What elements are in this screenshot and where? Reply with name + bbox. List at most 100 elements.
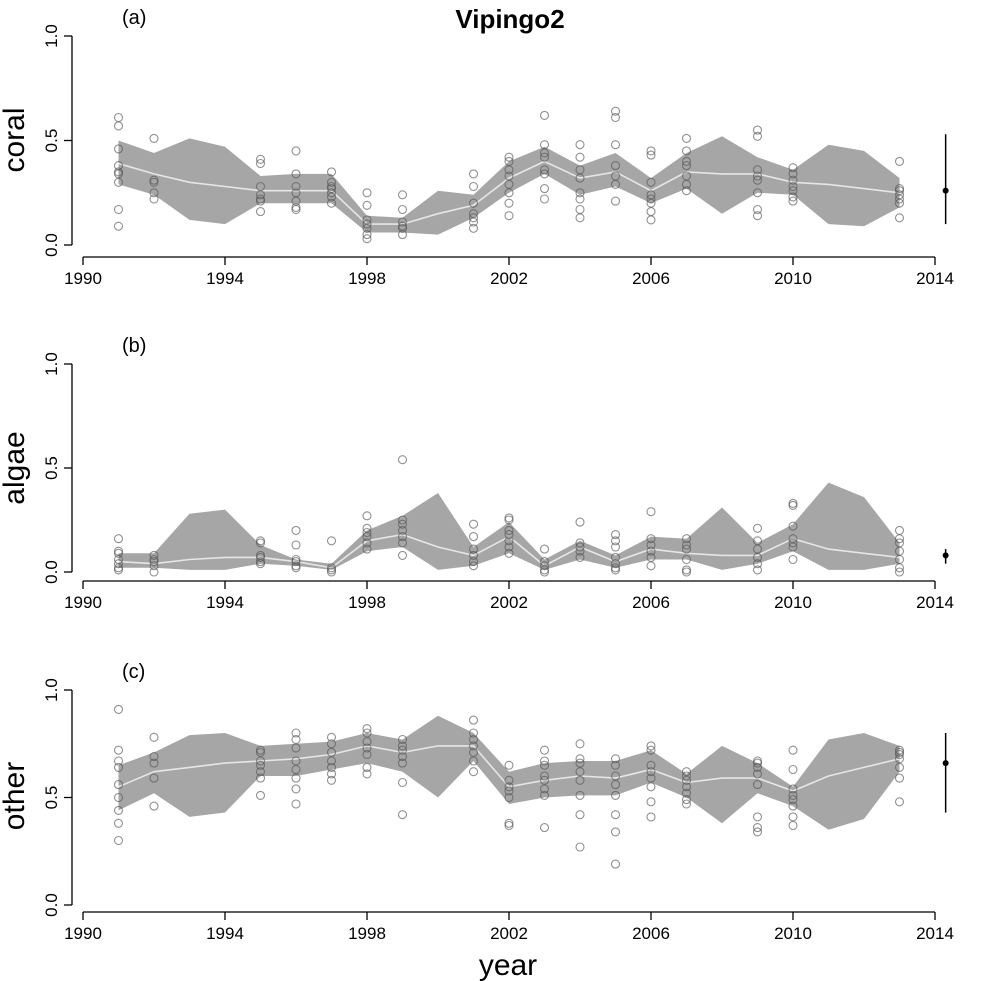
data-point-other-81: [610, 827, 621, 837]
data-point-coral-79: [610, 196, 621, 206]
x-tick-label-algae-2: 1998: [348, 593, 386, 612]
data-point-coral-86: [646, 215, 656, 225]
data-point-algae-61: [575, 542, 585, 552]
data-point-coral-24: [291, 188, 301, 198]
y-axis-label-coral: coral: [0, 107, 31, 172]
data-point-coral-109: [788, 196, 798, 206]
data-point-coral-35: [362, 234, 372, 244]
data-point-other-121: [894, 762, 905, 772]
data-point-coral-121: [894, 184, 905, 194]
data-point-coral-93: [646, 146, 656, 156]
data-point-other-95: [646, 741, 656, 751]
data-point-other-75: [575, 775, 585, 785]
y-tick-label-coral-2: 1.0: [42, 24, 61, 48]
data-point-other-42: [362, 724, 372, 734]
data-point-other-47: [397, 745, 408, 755]
data-point-other-54: [468, 734, 479, 745]
summary-point-other: [942, 760, 949, 767]
data-point-other-82: [610, 810, 621, 820]
data-point-coral-28: [326, 198, 337, 208]
data-point-coral-70: [539, 110, 550, 120]
data-point-coral-113: [788, 175, 798, 185]
data-point-other-8: [113, 704, 124, 714]
data-point-algae-47: [504, 548, 514, 558]
data-point-other-92: [646, 767, 656, 777]
data-point-coral-50: [468, 213, 479, 223]
data-point-other-9: [149, 801, 159, 811]
data-point-coral-98: [681, 156, 692, 166]
data-point-other-70: [539, 756, 550, 766]
data-point-coral-110: [788, 192, 798, 202]
data-point-algae-76: [646, 507, 656, 517]
data-point-other-112: [788, 812, 798, 822]
data-point-algae-10: [149, 554, 159, 565]
y-tick-label-algae-1: 0.5: [42, 456, 61, 480]
data-point-algae-70: [610, 530, 621, 540]
data-point-algae-28: [362, 544, 372, 554]
data-point-other-77: [575, 758, 585, 768]
data-point-other-22: [291, 784, 301, 794]
x-tick-label-coral-6: 2014: [916, 269, 954, 288]
data-point-algae-2: [113, 559, 124, 569]
data-point-other-31: [326, 762, 337, 772]
data-point-coral-36: [362, 230, 372, 240]
data-point-other-20: [255, 745, 266, 755]
data-point-coral-22: [291, 202, 301, 212]
data-point-other-93: [646, 760, 656, 770]
data-point-algae-63: [575, 517, 585, 527]
data-point-coral-102: [752, 204, 763, 215]
data-point-other-88: [646, 812, 656, 822]
data-point-other-38: [362, 749, 372, 760]
data-point-coral-89: [646, 194, 656, 204]
data-point-other-114: [788, 795, 798, 805]
data-point-other-51: [468, 756, 479, 766]
data-point-coral-100: [681, 133, 692, 143]
data-point-other-50: [468, 767, 479, 777]
data-point-other-90: [646, 782, 656, 792]
data-point-other-65: [539, 790, 550, 800]
data-point-algae-23: [291, 525, 301, 535]
data-point-coral-69: [539, 140, 550, 150]
data-point-coral-74: [575, 188, 585, 198]
y-tick-label-other-1: 0.5: [42, 786, 61, 810]
data-point-algae-83: [752, 565, 763, 575]
x-tick-label-algae-4: 2006: [632, 593, 670, 612]
data-point-other-78: [575, 754, 585, 764]
data-point-other-19: [255, 747, 266, 757]
data-point-algae-65: [610, 563, 621, 573]
data-point-coral-105: [752, 171, 763, 181]
data-point-algae-71: [646, 561, 656, 571]
data-point-other-91: [646, 773, 656, 783]
data-point-other-76: [575, 767, 585, 777]
data-point-other-106: [752, 780, 763, 790]
data-point-other-32: [326, 756, 337, 766]
data-point-other-39: [362, 743, 372, 753]
data-point-coral-78: [575, 140, 585, 150]
data-point-coral-64: [539, 184, 550, 194]
data-point-other-101: [681, 771, 692, 781]
data-point-other-53: [468, 741, 479, 751]
data-point-other-41: [362, 728, 372, 738]
data-point-algae-100: [894, 538, 905, 548]
data-point-algae-59: [575, 552, 585, 562]
data-point-other-96: [681, 799, 692, 809]
data-point-coral-1: [113, 204, 124, 215]
data-point-other-66: [539, 784, 550, 794]
data-point-other-64: [539, 823, 550, 833]
data-point-other-84: [610, 780, 621, 790]
data-point-coral-94: [681, 186, 692, 196]
x-tick-label-algae-6: 2014: [916, 593, 954, 612]
x-tick-label-other-6: 2014: [916, 924, 954, 943]
data-point-coral-5: [113, 161, 124, 171]
data-point-coral-101: [752, 211, 763, 221]
data-point-other-111: [788, 820, 798, 831]
data-point-coral-67: [539, 152, 550, 162]
data-point-coral-30: [326, 188, 337, 198]
data-point-coral-97: [681, 161, 692, 171]
panel-label-b: (b): [122, 335, 146, 357]
data-point-algae-50: [504, 530, 514, 540]
data-point-other-27: [291, 734, 301, 745]
data-point-algae-102: [894, 525, 905, 535]
data-point-coral-12: [149, 175, 159, 185]
data-point-other-63: [504, 760, 514, 770]
